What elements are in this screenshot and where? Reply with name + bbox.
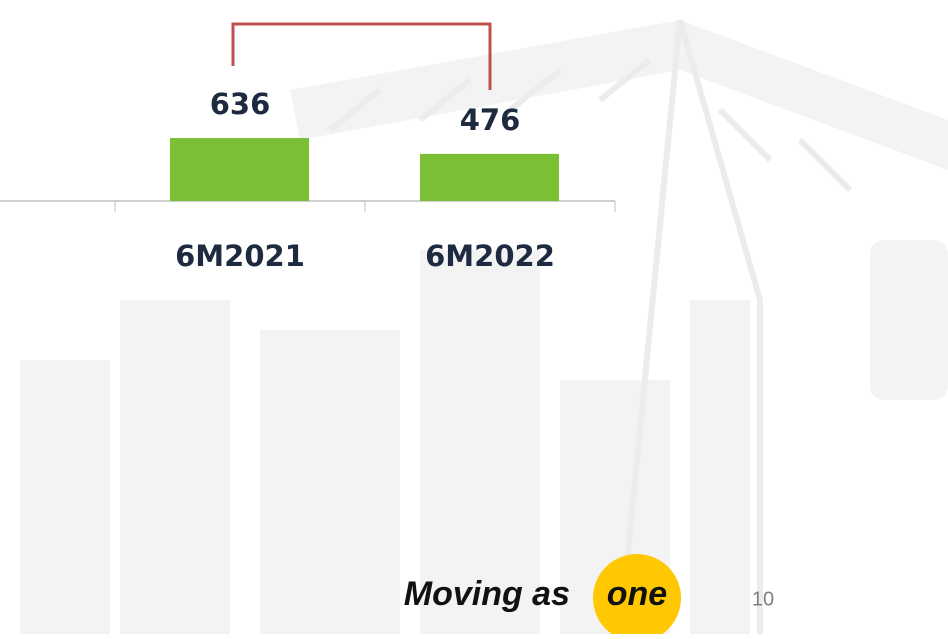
page-number: 10 bbox=[752, 588, 774, 610]
value-label: 476 bbox=[460, 103, 521, 137]
value-label: 636 bbox=[210, 87, 271, 121]
bar bbox=[420, 154, 559, 201]
bar bbox=[170, 138, 309, 201]
x-tick-label: 6M2021 bbox=[175, 239, 305, 273]
slogan: Moving as bbox=[404, 575, 570, 613]
slogan-highlight: one bbox=[607, 575, 667, 613]
page: 6366M20214766M2022 Moving as one 10 (() … bbox=[0, 0, 948, 634]
x-tick-label: 6M2022 bbox=[425, 239, 555, 273]
slide: 636 6M2021 476 6M2022 Moving as one 10 bbox=[0, 0, 948, 634]
